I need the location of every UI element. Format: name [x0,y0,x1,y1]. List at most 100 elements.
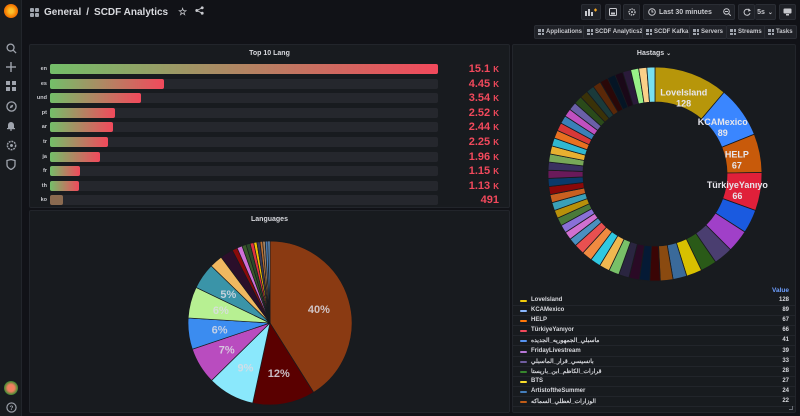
pie-slice[interactable] [269,240,353,393]
explore-icon[interactable] [4,99,18,113]
pie-slice-label: 5% [220,289,236,301]
share-icon[interactable] [195,6,204,18]
bar-label: ar [41,124,47,131]
bar-fill [50,107,115,118]
donut-slice-value: 89 [718,128,728,138]
legend-value: 89 [782,307,789,314]
legend-row[interactable]: HELP 67 [513,316,795,327]
legend-row[interactable]: KCAMexico 89 [513,306,795,317]
legend-row[interactable]: TürkiyeYanıyor 66 [513,326,795,337]
legend-row[interactable]: ArtistoftheSummer 24 [513,387,795,397]
legend-row[interactable]: LoveIsland 128 [513,296,795,306]
time-range-picker[interactable]: Last 30 minutes ⌄ [643,4,731,20]
resize-handle[interactable] [789,406,793,410]
tv-mode-button[interactable] [779,4,796,20]
bar-track [50,195,438,206]
panel-title[interactable]: Languages [251,216,288,223]
help-icon[interactable]: ? [4,400,18,414]
legend-name: KCAMexico [531,307,565,314]
legend-name: HELP [531,317,548,324]
plus-icon[interactable] [4,60,18,74]
bar-track [50,78,438,89]
pie-slice-label: 9% [238,363,254,375]
shield-icon[interactable] [4,157,18,171]
dashboard-settings-button[interactable] [623,4,640,20]
dashboard-link-icon [538,29,544,35]
save-icon [609,8,617,16]
bar-value-number: 4.45 [468,77,491,90]
donut-slice[interactable] [646,66,656,103]
search-icon[interactable] [4,41,18,55]
link-scdf-analytics2[interactable]: SCDF Analytics2 [583,25,647,39]
bar-fill [50,180,80,191]
add-panel-button[interactable] [581,4,601,20]
refresh-interval-picker[interactable]: 5s ⌄ [755,4,776,20]
dashboard-link-icon [587,29,593,35]
zoom-out-button[interactable] [719,4,735,20]
bar-value-number: 2.25 [468,136,491,148]
bar-track [50,151,438,162]
legend-name: TürkiyeYanıyor [531,327,575,334]
bar-row: tr 2.25 K [30,136,509,148]
dashboards-icon[interactable] [4,79,18,93]
legend-row[interactable]: بانسيسي_قرار_الماسبلي 33 [513,357,795,367]
user-avatar[interactable] [4,381,18,395]
bar-label: es [40,80,47,87]
legend-row[interactable]: BTS 27 [513,377,795,387]
bar-label: th [41,182,47,189]
legend-name: ماسبلي_الجمهوريه_الجديده [531,338,600,345]
bar-label: tr [43,139,47,145]
breadcrumb: General / SCDF Analytics ☆ [30,5,204,19]
legend-row[interactable]: الوزارات_لعطلي_السماكه 22 [513,397,795,407]
legend-value: 27 [782,377,789,384]
legend-color-swatch [520,330,527,333]
bar-fill [50,151,101,162]
legend-value: 22 [782,398,789,404]
link-streams[interactable]: Streams [726,25,766,39]
bar-track [50,166,438,177]
bar-value-number: 491 [480,194,499,207]
link-servers[interactable]: Servers [689,25,728,39]
bar-fill [50,64,438,74]
legend-color-swatch [520,300,527,302]
bar-fill [50,137,108,147]
bar-label: ja [42,153,47,160]
bar-value-unit: K [493,79,499,89]
bar-row: es 4.45 K [30,78,509,90]
alerting-icon[interactable] [4,118,18,132]
donut-slice-value: 67 [732,161,742,171]
link-scdf-kafka[interactable]: SCDF Kafka [642,25,693,39]
breadcrumb-folder[interactable]: General [44,6,82,18]
legend-row[interactable]: ماسبلي_الجمهوريه_الجديده 41 [513,336,795,347]
legend-row[interactable]: FridayLivestream 39 [513,347,795,357]
link-label: Applications [546,29,583,35]
star-icon[interactable]: ☆ [178,6,188,18]
panel-title[interactable]: Hastags ⌄ [513,50,795,57]
panel-title[interactable]: Top 10 Lang [249,50,290,57]
dashboard-title[interactable]: SCDF Analytics [94,6,169,18]
link-tasks[interactable]: Tasks [764,25,797,39]
legend-value: 33 [782,357,789,364]
legend-value-header[interactable]: Value [772,287,789,294]
bar-label: pt [41,109,47,116]
config-icon[interactable] [4,138,18,152]
dashboard-link-icon [730,29,736,35]
save-dashboard-button[interactable] [605,4,621,20]
refresh-button[interactable] [738,4,755,20]
hashtags-legend: LoveIsland 128 KCAMexico 89 HELP 67 TürkiyeYan… [513,296,795,408]
legend-value: 128 [778,297,789,303]
link-applications[interactable]: Applications [534,25,587,39]
pie-slice[interactable] [252,322,315,406]
bar-value-number: 1.96 [468,150,491,163]
bar-label: ko [40,197,47,204]
legend-row[interactable]: قرارات_الكاظم_ابن_باريستا 28 [513,367,795,377]
donut-slice-name: TürkiyeYanıyo [707,180,769,190]
legend-name: الوزارات_لعطلي_السماكه [531,399,596,405]
pie-slice[interactable] [267,240,271,324]
bar-value-number: 2.52 [468,106,491,119]
grafana-logo-icon[interactable] [4,4,18,18]
languages-panel: Languages 40% 12% 9% 7% 6% 6% 5% [29,210,510,413]
bar-value: 4.45 K [469,78,499,90]
settings-gear-icon [627,8,636,16]
